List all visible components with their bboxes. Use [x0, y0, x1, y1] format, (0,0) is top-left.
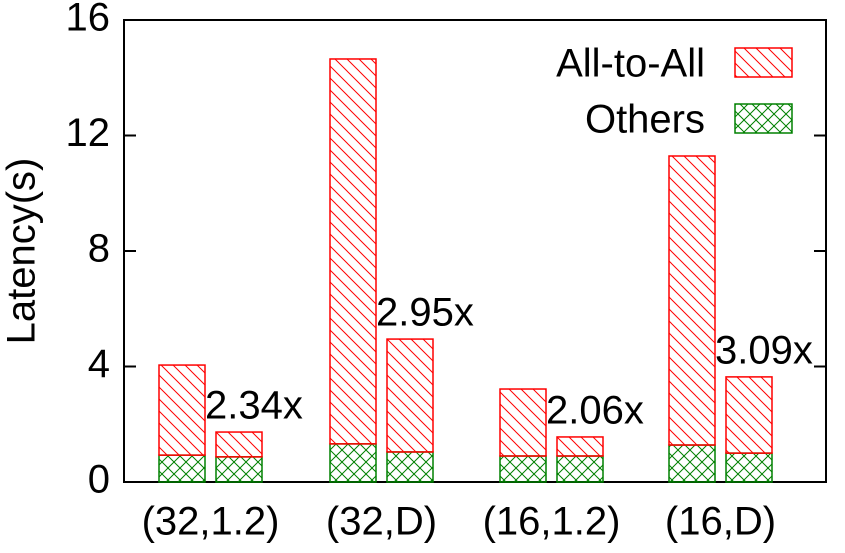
x-tick-label: (32,1.2): [142, 500, 280, 544]
x-tick-label: (32,D): [326, 500, 437, 544]
bar-segment: [668, 444, 716, 483]
bar-segment: [215, 431, 263, 458]
bar-segment: [556, 455, 604, 483]
annotation: 2.06x: [546, 389, 644, 433]
legend-label: Others: [585, 98, 705, 142]
x-tick-label: (16,D): [665, 500, 776, 544]
legend-swatch: [734, 47, 793, 78]
y-tick-label: 4: [88, 342, 110, 386]
bar-segment: [158, 364, 206, 456]
annotation: 3.09x: [715, 328, 813, 372]
bar-segment: [499, 455, 547, 483]
bar-segment: [215, 456, 263, 483]
y-tick-label: 12: [66, 111, 111, 155]
bar-segment: [386, 451, 434, 483]
bar-segment: [556, 436, 604, 457]
annotation: 2.95x: [376, 291, 474, 335]
bar-segment: [329, 58, 377, 445]
x-tick-label: (16,1.2): [483, 500, 621, 544]
legend-label: All-to-All: [556, 42, 705, 86]
bar-segment: [499, 388, 547, 457]
bar-segment: [668, 155, 716, 446]
bar-segment: [158, 454, 206, 483]
bar-segment: [386, 338, 434, 453]
bar-segment: [329, 443, 377, 483]
y-tick-label: 0: [88, 458, 110, 502]
y-tick-label: 16: [66, 0, 111, 40]
y-axis-title: Latency(s): [0, 158, 44, 345]
y-tick-label: 8: [88, 227, 110, 271]
bar-segment: [725, 452, 773, 483]
bar-segment: [725, 376, 773, 454]
annotation: 2.34x: [205, 384, 303, 428]
legend-swatch: [734, 103, 793, 134]
